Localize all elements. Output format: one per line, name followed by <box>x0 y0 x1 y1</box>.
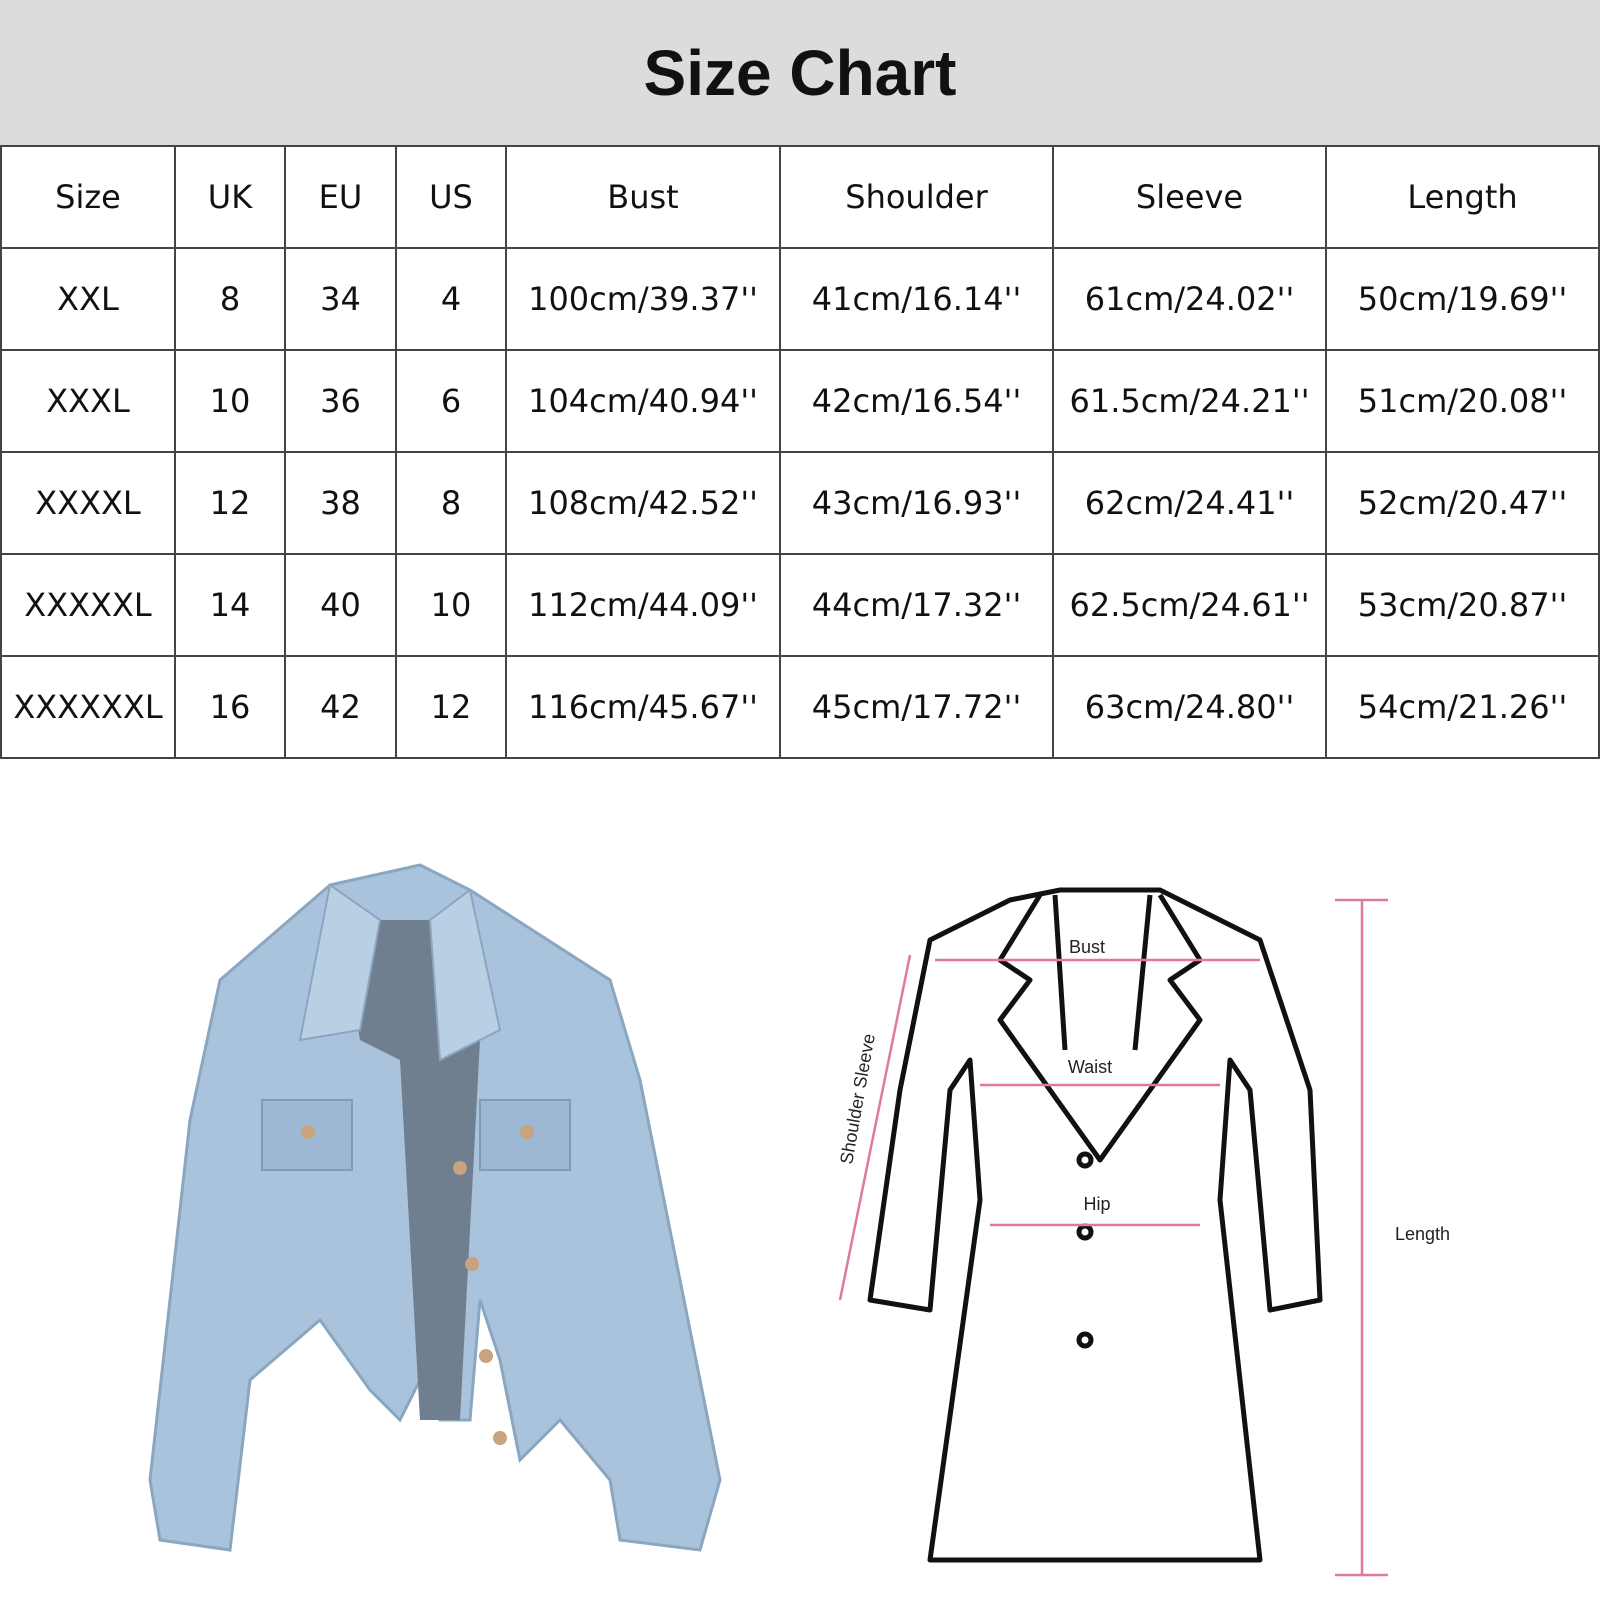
table-cell: 4 <box>395 247 507 351</box>
table-row: XXXXL 12 38 8 108cm/42.52'' 43cm/16.93'' 62cm/… <box>0 451 1600 555</box>
table-row: XXL 8 34 4 100cm/39.37'' 41cm/16.14'' 61cm/24.… <box>0 247 1600 351</box>
table-cell: 16 <box>174 655 286 759</box>
table-header-row: Size UK EU US Bust Shoulder Sleeve Length <box>0 145 1600 249</box>
illustrations: Bust Waist Hip Length Shoulder Sleeve <box>0 860 1600 1600</box>
table-cell: 38 <box>284 451 397 555</box>
coat-measurement-diagram <box>867 887 1323 1563</box>
bust-label: Bust <box>1069 937 1105 957</box>
table-cell: 104cm/40.94'' <box>505 349 781 453</box>
table-cell: 8 <box>174 247 286 351</box>
table-cell: 108cm/42.52'' <box>505 451 781 555</box>
hip-label: Hip <box>1083 1194 1110 1214</box>
table-cell: 54cm/21.26'' <box>1325 655 1600 759</box>
table-cell: 61.5cm/24.21'' <box>1052 349 1327 453</box>
table-cell: 63cm/24.80'' <box>1052 655 1327 759</box>
table-cell: 6 <box>395 349 507 453</box>
table-cell: 50cm/19.69'' <box>1325 247 1600 351</box>
table-cell: 45cm/17.72'' <box>779 655 1054 759</box>
table-cell: 34 <box>284 247 397 351</box>
table-cell: 42cm/16.54'' <box>779 349 1054 453</box>
column-header: UK <box>174 145 286 249</box>
table-cell: XXL <box>0 247 176 351</box>
table-cell: 61cm/24.02'' <box>1052 247 1327 351</box>
table-cell: 12 <box>174 451 286 555</box>
table-cell: 43cm/16.93'' <box>779 451 1054 555</box>
table-cell: XXXXL <box>0 451 176 555</box>
column-header: Size <box>0 145 176 249</box>
table-cell: 116cm/45.67'' <box>505 655 781 759</box>
table-cell: 112cm/44.09'' <box>505 553 781 657</box>
waist-label: Waist <box>1068 1057 1112 1077</box>
table-cell: 10 <box>395 553 507 657</box>
table-cell: 51cm/20.08'' <box>1325 349 1600 453</box>
table-cell: 41cm/16.14'' <box>779 247 1054 351</box>
table-cell: 42 <box>284 655 397 759</box>
table-cell: XXXL <box>0 349 176 453</box>
column-header: Shoulder <box>779 145 1054 249</box>
length-label: Length <box>1395 1224 1450 1244</box>
table-cell: 14 <box>174 553 286 657</box>
table-cell: 12 <box>395 655 507 759</box>
table-cell: 62.5cm/24.61'' <box>1052 553 1327 657</box>
table-cell: XXXXXL <box>0 553 176 657</box>
table-row: XXXXXXL 16 42 12 116cm/45.67'' 45cm/17.72'' 63… <box>0 655 1600 759</box>
table-cell: XXXXXXL <box>0 655 176 759</box>
table-cell: 52cm/20.47'' <box>1325 451 1600 555</box>
column-header: Bust <box>505 145 781 249</box>
table-row: XXXXXL 14 40 10 112cm/44.09'' 44cm/17.32'' 62.… <box>0 553 1600 657</box>
measurement-lines <box>838 898 1388 1577</box>
column-header: EU <box>284 145 397 249</box>
column-header: Length <box>1325 145 1600 249</box>
column-header: US <box>395 145 507 249</box>
table-cell: 40 <box>284 553 397 657</box>
denim-jacket-image <box>148 863 722 1552</box>
table-cell: 100cm/39.37'' <box>505 247 781 351</box>
table-row: XXXL 10 36 6 104cm/40.94'' 42cm/16.54'' 61.5cm… <box>0 349 1600 453</box>
table-cell: 62cm/24.41'' <box>1052 451 1327 555</box>
table-cell: 53cm/20.87'' <box>1325 553 1600 657</box>
table-cell: 44cm/17.32'' <box>779 553 1054 657</box>
title-banner: Size Chart <box>0 0 1600 145</box>
table-cell: 10 <box>174 349 286 453</box>
column-header: Sleeve <box>1052 145 1327 249</box>
table-cell: 8 <box>395 451 507 555</box>
page-title: Size Chart <box>643 36 957 109</box>
table-cell: 36 <box>284 349 397 453</box>
size-table: Size UK EU US Bust Shoulder Sleeve Length XXL 8 3… <box>0 145 1600 759</box>
